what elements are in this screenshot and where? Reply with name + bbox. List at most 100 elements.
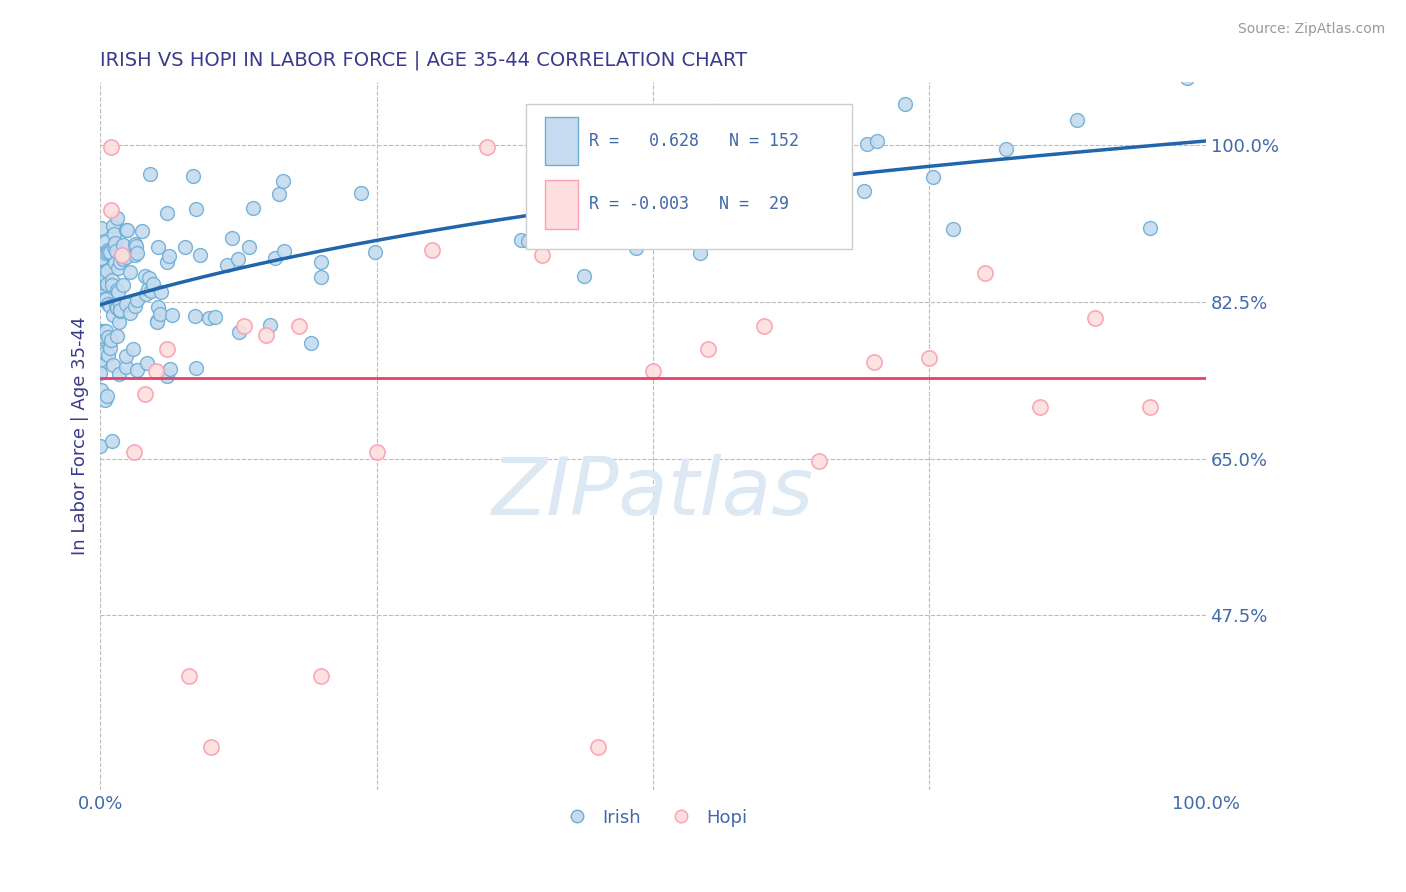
Point bbox=[124, 299, 146, 313]
Point bbox=[127, 362, 149, 376]
Point bbox=[921, 169, 943, 184]
Point bbox=[111, 252, 134, 266]
Point bbox=[98, 245, 121, 260]
Point bbox=[111, 248, 134, 262]
Point bbox=[91, 288, 114, 302]
Point bbox=[181, 169, 204, 184]
Point bbox=[1084, 310, 1107, 325]
Point bbox=[90, 267, 112, 281]
Point bbox=[664, 202, 686, 217]
Point bbox=[228, 325, 250, 339]
Point bbox=[1029, 400, 1052, 414]
Point bbox=[110, 254, 132, 268]
Point bbox=[90, 330, 112, 344]
Point bbox=[115, 349, 138, 363]
Point bbox=[134, 386, 156, 401]
Point bbox=[110, 302, 132, 317]
Point bbox=[157, 249, 180, 263]
Point bbox=[134, 268, 156, 283]
Point bbox=[89, 221, 111, 235]
Point bbox=[142, 277, 165, 292]
Point bbox=[105, 211, 128, 225]
Point bbox=[107, 261, 129, 276]
Point bbox=[159, 361, 181, 376]
Point bbox=[115, 360, 138, 375]
Point bbox=[942, 222, 965, 236]
Point bbox=[752, 319, 775, 334]
Point bbox=[93, 293, 115, 307]
Point bbox=[299, 335, 322, 350]
Point bbox=[273, 244, 295, 259]
Point bbox=[100, 333, 122, 347]
Point bbox=[135, 286, 157, 301]
Point bbox=[139, 284, 162, 298]
Point bbox=[146, 315, 169, 329]
Point bbox=[94, 276, 117, 290]
Point bbox=[852, 184, 875, 198]
Point bbox=[267, 187, 290, 202]
Point bbox=[93, 235, 115, 249]
Point bbox=[127, 246, 149, 260]
Point bbox=[98, 299, 121, 313]
Point bbox=[645, 177, 668, 191]
Text: IRISH VS HOPI IN LABOR FORCE | AGE 35-44 CORRELATION CHART: IRISH VS HOPI IN LABOR FORCE | AGE 35-44… bbox=[100, 51, 748, 70]
Point bbox=[103, 240, 125, 254]
Point bbox=[271, 174, 294, 188]
Point bbox=[98, 341, 121, 355]
Point bbox=[288, 319, 311, 334]
Y-axis label: In Labor Force | Age 35-44: In Labor Force | Age 35-44 bbox=[72, 317, 89, 556]
Point bbox=[586, 740, 609, 755]
Point bbox=[186, 361, 208, 376]
Bar bbox=[544, 117, 578, 165]
Point bbox=[131, 224, 153, 238]
Point bbox=[94, 392, 117, 407]
Point bbox=[533, 183, 555, 197]
Point bbox=[531, 248, 554, 262]
Point bbox=[477, 140, 499, 154]
Point bbox=[893, 97, 915, 112]
Point bbox=[107, 315, 129, 329]
Point bbox=[226, 252, 249, 266]
Point bbox=[124, 237, 146, 252]
Point bbox=[97, 244, 120, 258]
Point bbox=[107, 301, 129, 315]
Point bbox=[1066, 112, 1088, 127]
Point bbox=[689, 246, 711, 260]
Point bbox=[585, 205, 607, 219]
Point bbox=[200, 740, 222, 755]
Point bbox=[188, 248, 211, 262]
Point bbox=[96, 271, 118, 285]
Point bbox=[91, 328, 114, 343]
Point bbox=[97, 348, 120, 362]
Point bbox=[90, 252, 112, 266]
Point bbox=[233, 319, 256, 334]
Point bbox=[100, 140, 122, 154]
Point bbox=[574, 268, 596, 283]
Point bbox=[103, 227, 125, 242]
Text: R =   0.628   N = 152: R = 0.628 N = 152 bbox=[589, 132, 799, 150]
Point bbox=[149, 285, 172, 299]
Point bbox=[624, 241, 647, 255]
Point bbox=[122, 445, 145, 459]
Point bbox=[311, 669, 333, 683]
Point bbox=[688, 234, 710, 248]
Point bbox=[90, 292, 112, 306]
Point bbox=[1175, 71, 1198, 86]
Text: ZIPatlas: ZIPatlas bbox=[492, 454, 814, 532]
Point bbox=[97, 330, 120, 344]
Point bbox=[215, 259, 238, 273]
Point bbox=[101, 434, 124, 448]
Point bbox=[89, 439, 111, 453]
Point bbox=[124, 248, 146, 262]
Point bbox=[90, 324, 112, 338]
Bar bbox=[544, 180, 578, 228]
Point bbox=[146, 314, 169, 328]
Point bbox=[90, 290, 112, 304]
Point bbox=[90, 383, 112, 397]
Point bbox=[90, 252, 112, 266]
Point bbox=[510, 233, 533, 247]
Point bbox=[125, 293, 148, 307]
Point bbox=[259, 318, 281, 332]
FancyBboxPatch shape bbox=[526, 103, 852, 249]
Point bbox=[89, 358, 111, 372]
